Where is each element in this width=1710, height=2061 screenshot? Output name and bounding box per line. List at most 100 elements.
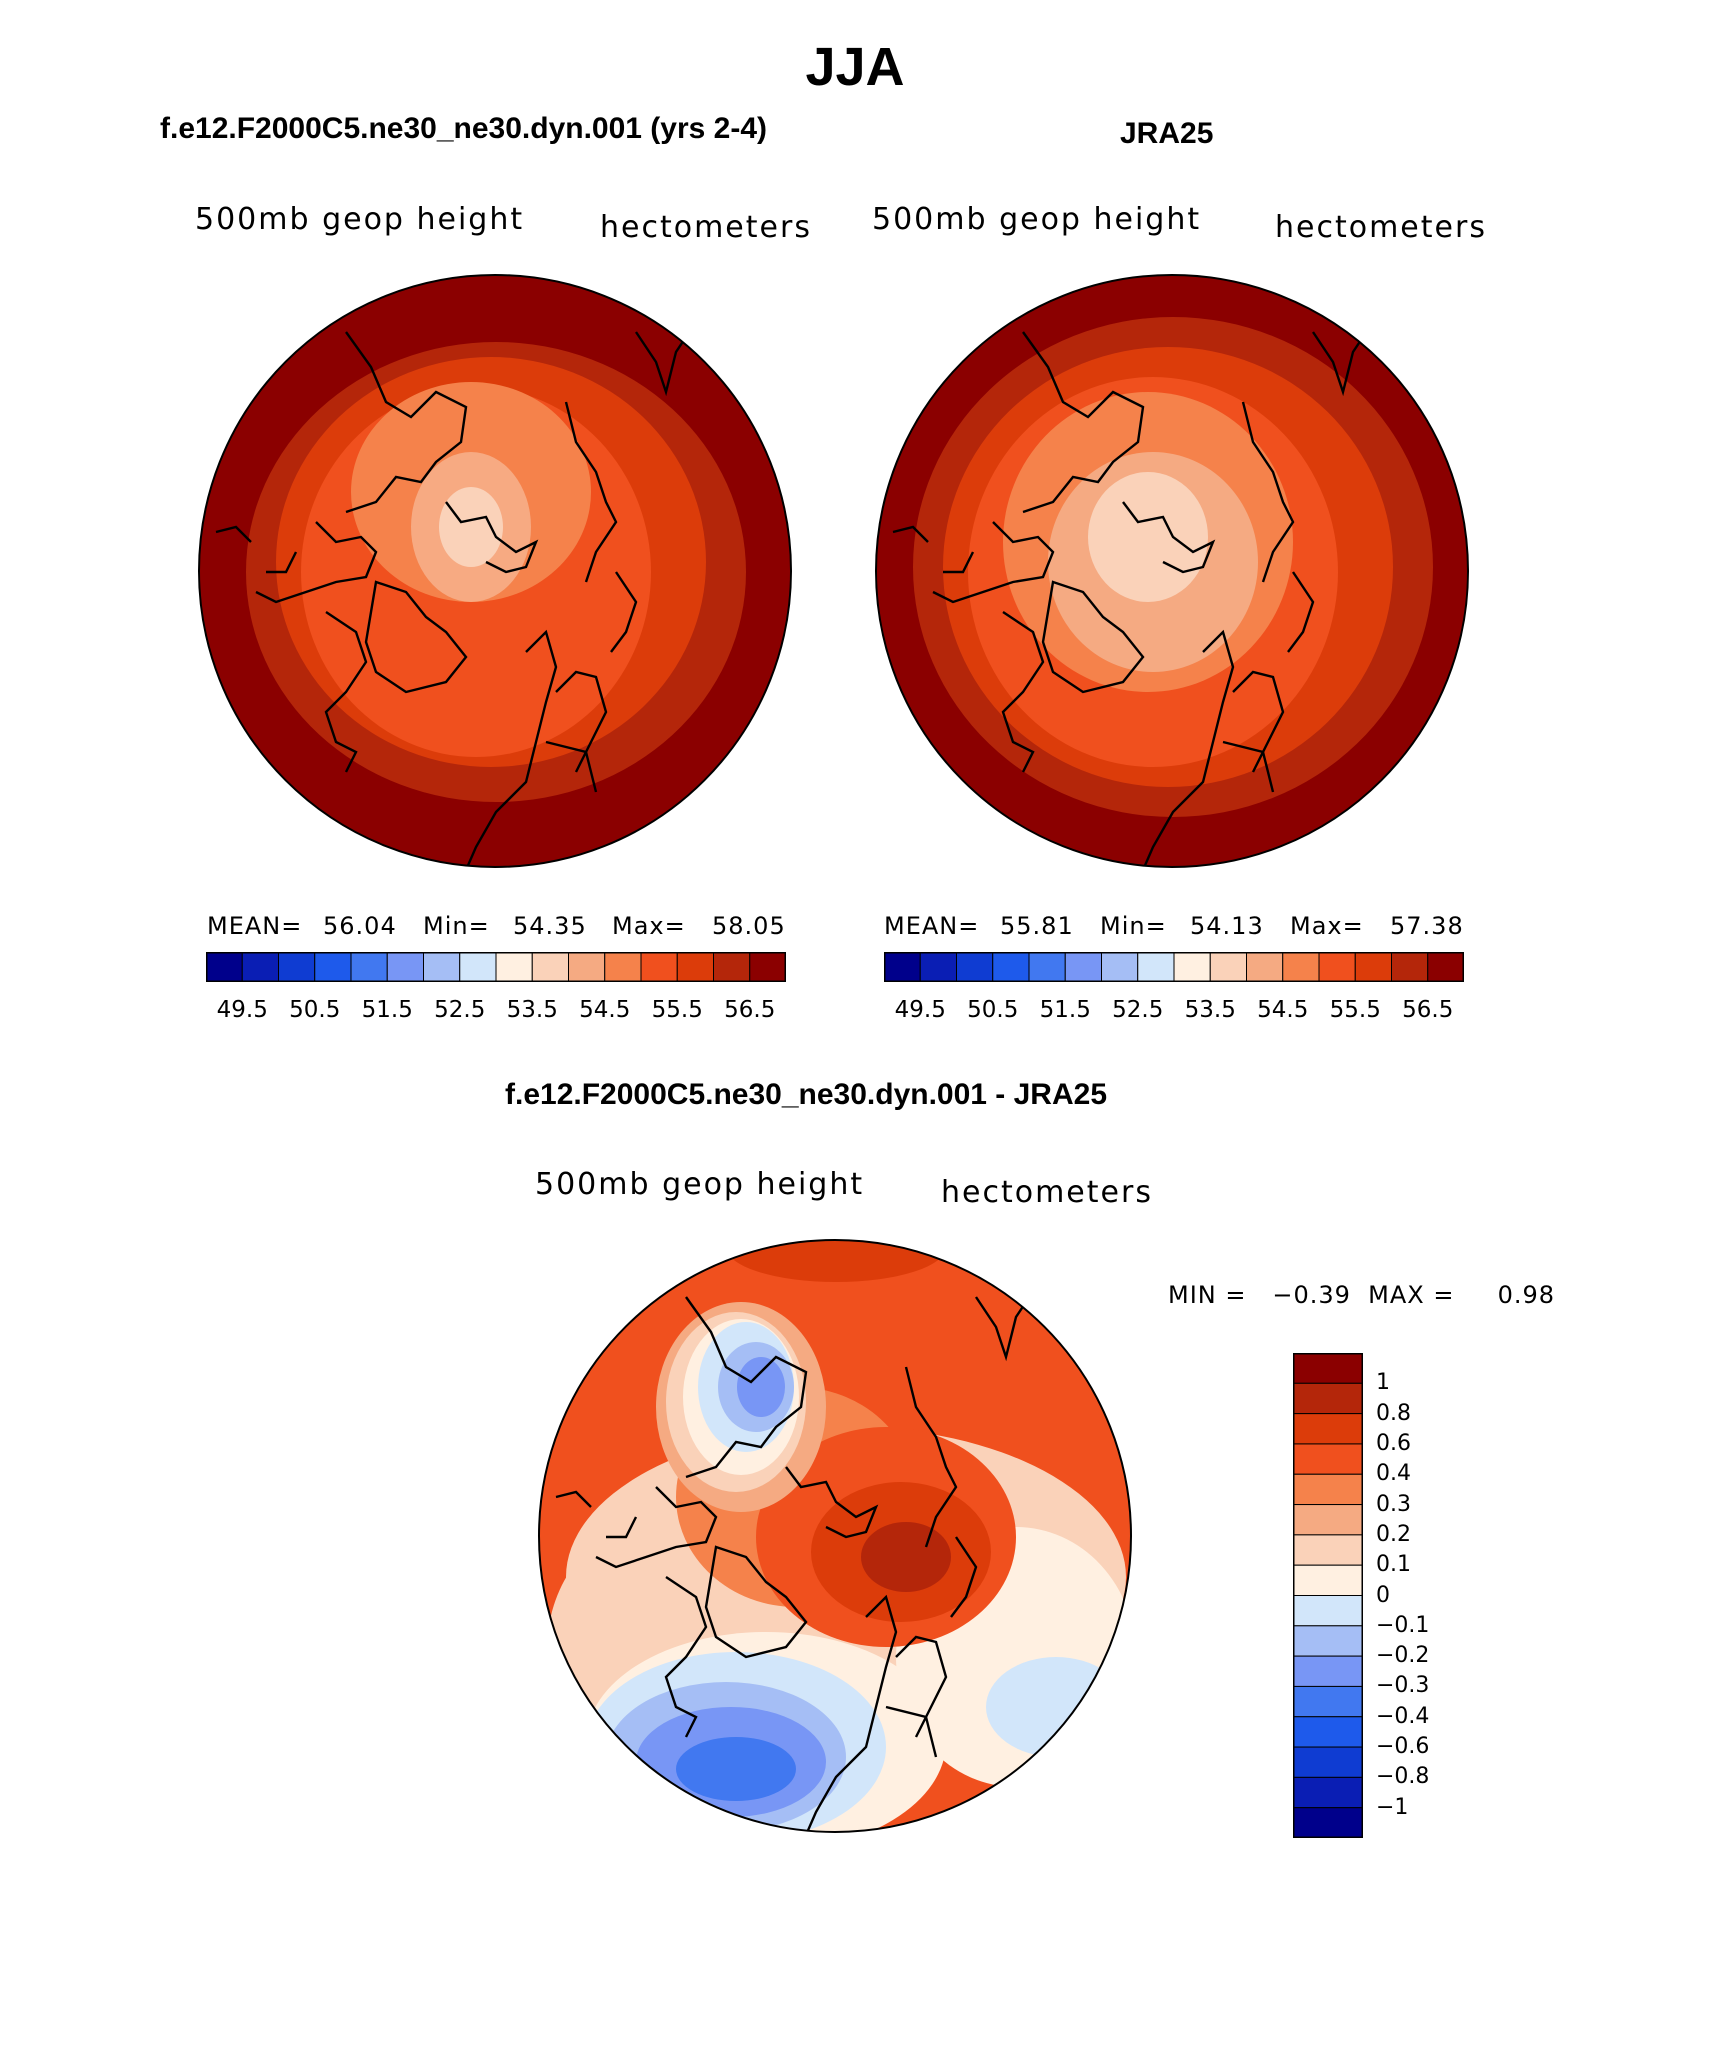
colorbar-difference-swatch bbox=[1293, 1353, 1363, 1384]
panel-obs-title: JRA25 bbox=[1120, 117, 1214, 150]
colorbar-difference-swatch bbox=[1293, 1776, 1363, 1809]
colorbar-difference-swatch bbox=[1293, 1534, 1363, 1566]
colorbar-model-swatch bbox=[640, 952, 678, 982]
colorbar-difference-tick-label: 0.8 bbox=[1376, 1400, 1411, 1426]
colorbar-model-tick-label: 52.5 bbox=[434, 997, 486, 1023]
colorbar-obs-swatch bbox=[1101, 952, 1139, 982]
colorbar-obs-swatch bbox=[919, 952, 957, 982]
colorbar-obs-swatch bbox=[1137, 952, 1175, 982]
panel-obs-min-value: 54.13 bbox=[1190, 912, 1264, 940]
colorbar-difference-tick-label: −0.8 bbox=[1376, 1764, 1430, 1790]
colorbar-obs-swatch bbox=[1318, 952, 1356, 982]
colorbar-obs-tick-label: 53.5 bbox=[1184, 997, 1236, 1023]
panel-model-mean-value: 56.04 bbox=[323, 912, 397, 940]
colorbar-difference-swatch bbox=[1293, 1807, 1363, 1838]
colorbar-difference-swatch bbox=[1293, 1685, 1363, 1718]
colorbar-difference-tick-label: 0.6 bbox=[1376, 1430, 1411, 1456]
colorbar-obs-tick-label: 54.5 bbox=[1257, 997, 1309, 1023]
colorbar-difference-swatch bbox=[1293, 1595, 1363, 1627]
colorbar-difference-tick-label: −1 bbox=[1376, 1794, 1409, 1820]
colorbar-model-swatch bbox=[604, 952, 642, 982]
colorbar-difference-tick-label: −0.2 bbox=[1376, 1643, 1430, 1669]
colorbar-model-swatch bbox=[713, 952, 751, 982]
colorbar-difference-swatch bbox=[1293, 1473, 1363, 1506]
panel-model-mean-label: MEAN= bbox=[207, 912, 303, 940]
colorbar-model-swatch bbox=[314, 952, 352, 982]
panel-model-title: f.e12.F2000C5.ne30_ne30.dyn.001 (yrs 2-4… bbox=[160, 112, 768, 145]
map-obs bbox=[875, 274, 1469, 868]
figure-title: JJA bbox=[805, 37, 905, 97]
colorbar-difference-swatch bbox=[1293, 1382, 1363, 1415]
panel-model-max-label: Max= bbox=[612, 912, 686, 940]
colorbar-obs-swatch bbox=[1064, 952, 1102, 982]
colorbar-obs bbox=[884, 952, 1464, 982]
colorbar-obs-tick-label: 52.5 bbox=[1112, 997, 1164, 1023]
colorbar-difference-tick-label: −0.6 bbox=[1376, 1734, 1430, 1760]
colorbar-obs-swatch bbox=[1028, 952, 1066, 982]
panel-obs-mean-label: MEAN= bbox=[884, 912, 980, 940]
colorbar-difference-swatch bbox=[1293, 1443, 1363, 1475]
diff-variable-label: 500mb geop height bbox=[535, 1167, 865, 1202]
colorbar-difference-swatch bbox=[1293, 1716, 1363, 1748]
colorbar-difference-tick-label: 0.1 bbox=[1376, 1552, 1411, 1578]
colorbar-obs-frame bbox=[884, 952, 1464, 982]
colorbar-model-swatch bbox=[749, 952, 786, 982]
colorbar-model-swatch bbox=[278, 952, 316, 982]
colorbar-difference-tick-label: 0 bbox=[1376, 1582, 1390, 1608]
diff-units-label: hectometers bbox=[941, 1175, 1153, 1210]
panel-obs-units-label: hectometers bbox=[1275, 210, 1487, 245]
colorbar-difference-swatch bbox=[1293, 1564, 1363, 1596]
colorbar-obs-swatch bbox=[1282, 952, 1320, 982]
colorbar-difference-frame bbox=[1293, 1353, 1363, 1838]
colorbar-obs-tick-label: 51.5 bbox=[1039, 997, 1091, 1023]
colorbar-obs-tick-label: 49.5 bbox=[894, 997, 946, 1023]
panel-model-units-label: hectometers bbox=[600, 210, 812, 245]
colorbar-obs-swatch bbox=[1354, 952, 1392, 982]
colorbar-model-swatch bbox=[386, 952, 424, 982]
colorbar-model-swatch bbox=[531, 952, 569, 982]
colorbar-obs-swatch bbox=[956, 952, 994, 982]
colorbar-difference-swatch bbox=[1293, 1625, 1363, 1657]
map-difference bbox=[538, 1239, 1132, 1833]
panel-obs-variable-label: 500mb geop height bbox=[872, 202, 1202, 237]
colorbar-difference-tick-label: 0.3 bbox=[1376, 1491, 1411, 1517]
colorbar-model-tick-label: 49.5 bbox=[216, 997, 268, 1023]
colorbar-model-swatch bbox=[495, 952, 533, 982]
colorbar-obs-swatch bbox=[1173, 952, 1211, 982]
colorbar-model-swatch bbox=[241, 952, 279, 982]
colorbar-model-tick-label: 50.5 bbox=[289, 997, 341, 1023]
colorbar-model-frame bbox=[206, 952, 786, 982]
panel-model-max-value: 58.05 bbox=[712, 912, 786, 940]
colorbar-difference-tick-label: −0.4 bbox=[1376, 1703, 1430, 1729]
colorbar-obs-swatch bbox=[1427, 952, 1464, 982]
colorbar-difference-swatch bbox=[1293, 1413, 1363, 1445]
colorbar-difference bbox=[1293, 1353, 1363, 1838]
colorbar-model-tick-label: 53.5 bbox=[506, 997, 558, 1023]
colorbar-obs-swatch bbox=[1391, 952, 1429, 982]
colorbar-model-swatch bbox=[459, 952, 497, 982]
panel-model-variable-label: 500mb geop height bbox=[195, 202, 525, 237]
colorbar-model-tick-label: 51.5 bbox=[361, 997, 413, 1023]
panel-obs-max-value: 57.38 bbox=[1390, 912, 1464, 940]
colorbar-difference-tick-label: −0.1 bbox=[1376, 1612, 1430, 1638]
panel-model-min-value: 54.35 bbox=[513, 912, 587, 940]
colorbar-obs-swatch bbox=[1246, 952, 1284, 982]
colorbar-obs-swatch bbox=[992, 952, 1030, 982]
colorbar-model bbox=[206, 952, 786, 982]
colorbar-model-swatch bbox=[676, 952, 714, 982]
colorbar-obs-swatch bbox=[1209, 952, 1247, 982]
colorbar-model-swatch bbox=[350, 952, 388, 982]
panel-model-min-label: Min= bbox=[423, 912, 490, 940]
colorbar-model-tick-label: 56.5 bbox=[724, 997, 776, 1023]
colorbar-difference-tick-label: 1 bbox=[1376, 1370, 1390, 1396]
colorbar-obs-tick-label: 55.5 bbox=[1329, 997, 1381, 1023]
diff-min-max-text: MIN = −0.39 MAX = 0.98 bbox=[1168, 1281, 1556, 1309]
map-model bbox=[198, 274, 792, 868]
colorbar-difference-swatch bbox=[1293, 1655, 1363, 1687]
colorbar-model-tick-label: 54.5 bbox=[579, 997, 631, 1023]
panel-obs-max-label: Max= bbox=[1290, 912, 1364, 940]
colorbar-difference-tick-label: 0.2 bbox=[1376, 1521, 1411, 1547]
colorbar-difference-tick-label: −0.3 bbox=[1376, 1673, 1430, 1699]
panel-obs-min-label: Min= bbox=[1100, 912, 1167, 940]
colorbar-obs-tick-label: 56.5 bbox=[1402, 997, 1454, 1023]
